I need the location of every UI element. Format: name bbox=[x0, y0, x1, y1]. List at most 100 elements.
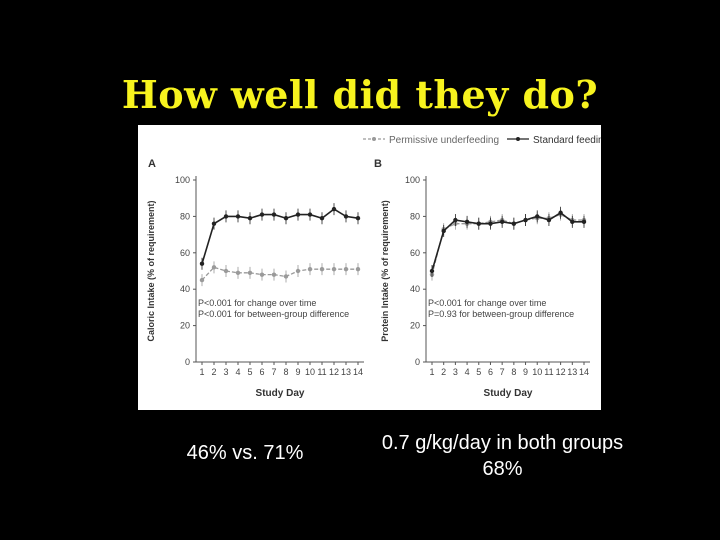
data-point bbox=[271, 212, 277, 217]
data-point bbox=[223, 268, 229, 274]
caption-protein: 0.7 g/kg/day in both groups 68% bbox=[345, 430, 660, 482]
y-tick-label: 0 bbox=[185, 357, 190, 367]
x-tick-label: 9 bbox=[523, 367, 528, 377]
data-point bbox=[307, 266, 313, 272]
annotation-time: P<0.001 for change over time bbox=[428, 298, 546, 308]
data-point bbox=[355, 266, 361, 272]
x-tick-label: 14 bbox=[579, 367, 589, 377]
x-tick-label: 1 bbox=[199, 367, 204, 377]
x-tick-label: 3 bbox=[453, 367, 458, 377]
data-point bbox=[453, 217, 458, 223]
data-point bbox=[199, 277, 205, 283]
chart-svg: Permissive underfeeding Standard feeding… bbox=[146, 135, 601, 399]
panel-label: A bbox=[148, 158, 156, 170]
x-tick-label: 10 bbox=[532, 367, 542, 377]
annotation-group: P<0.001 for between-group difference bbox=[198, 309, 349, 319]
y-tick-label: 100 bbox=[175, 175, 190, 185]
x-tick-label: 12 bbox=[556, 367, 566, 377]
data-point bbox=[259, 212, 265, 217]
x-tick-label: 2 bbox=[211, 367, 216, 377]
data-point bbox=[535, 214, 540, 219]
data-point bbox=[319, 266, 325, 272]
caption-protein-line1: 0.7 g/kg/day in both groups bbox=[381, 432, 624, 454]
data-point bbox=[429, 268, 435, 274]
x-tick-label: 13 bbox=[341, 367, 351, 377]
data-point bbox=[223, 214, 229, 219]
caption-caloric: 46% vs. 71% bbox=[186, 442, 304, 464]
x-tick-label: 7 bbox=[500, 367, 505, 377]
data-point bbox=[307, 212, 313, 217]
data-point bbox=[558, 210, 563, 215]
data-point bbox=[343, 214, 349, 219]
x-tick-label: 6 bbox=[488, 367, 493, 377]
legend-permissive-label: Permissive underfeeding bbox=[389, 135, 499, 146]
data-point bbox=[247, 270, 253, 276]
x-tick-label: 11 bbox=[317, 367, 326, 377]
x-tick-label: 5 bbox=[247, 367, 252, 377]
x-tick-label: 8 bbox=[511, 367, 516, 377]
data-point bbox=[283, 274, 289, 279]
caption-protein-line2: 68% bbox=[482, 458, 523, 480]
annotation-group: P=0.93 for between-group difference bbox=[428, 309, 574, 319]
x-tick-label: 2 bbox=[441, 367, 446, 377]
data-point bbox=[271, 272, 277, 277]
data-point bbox=[331, 266, 337, 272]
x-axis-label: Study Day bbox=[256, 388, 305, 399]
y-tick-label: 100 bbox=[405, 175, 420, 185]
data-point bbox=[331, 206, 337, 212]
data-point bbox=[581, 219, 587, 225]
data-point bbox=[211, 265, 217, 270]
data-point bbox=[570, 219, 575, 225]
data-point bbox=[464, 219, 470, 225]
data-point bbox=[259, 272, 265, 277]
data-point bbox=[199, 261, 205, 266]
y-tick-label: 60 bbox=[180, 248, 190, 258]
x-tick-label: 12 bbox=[329, 367, 339, 377]
data-point bbox=[511, 221, 517, 226]
data-point bbox=[295, 268, 301, 274]
y-axis-label: Caloric Intake (% of requirement) bbox=[146, 200, 156, 341]
y-tick-label: 20 bbox=[180, 321, 190, 331]
x-tick-label: 11 bbox=[544, 367, 553, 377]
x-tick-label: 7 bbox=[271, 367, 276, 377]
x-tick-label: 4 bbox=[465, 367, 470, 377]
y-tick-label: 40 bbox=[180, 284, 190, 294]
data-point bbox=[441, 228, 446, 234]
figure-panel: Permissive underfeeding Standard feeding… bbox=[138, 125, 601, 410]
x-tick-label: 10 bbox=[305, 367, 315, 377]
data-point bbox=[523, 217, 528, 223]
data-point bbox=[295, 212, 301, 217]
legend-standard-label: Standard feeding bbox=[533, 135, 601, 146]
data-point bbox=[283, 216, 289, 221]
y-axis-label: Protein Intake (% of requirement) bbox=[380, 200, 390, 342]
data-point bbox=[343, 266, 349, 272]
x-tick-label: 5 bbox=[476, 367, 481, 377]
legend-permissive-marker bbox=[372, 137, 376, 141]
x-tick-label: 1 bbox=[429, 367, 434, 377]
y-tick-label: 0 bbox=[415, 357, 420, 367]
x-tick-label: 13 bbox=[567, 367, 577, 377]
data-point bbox=[247, 216, 253, 221]
data-point bbox=[235, 270, 241, 276]
legend-standard-marker bbox=[516, 137, 520, 141]
y-tick-label: 80 bbox=[180, 211, 190, 221]
data-point bbox=[211, 221, 217, 226]
y-tick-label: 80 bbox=[410, 211, 420, 221]
x-tick-label: 14 bbox=[353, 367, 363, 377]
annotation-time: P<0.001 for change over time bbox=[198, 298, 316, 308]
data-point bbox=[235, 214, 241, 219]
x-tick-label: 8 bbox=[283, 367, 288, 377]
data-point bbox=[476, 221, 481, 226]
x-tick-label: 3 bbox=[223, 367, 228, 377]
data-point bbox=[499, 219, 505, 225]
slide-title: How well did they do? bbox=[121, 72, 599, 117]
x-tick-label: 6 bbox=[259, 367, 264, 377]
y-tick-label: 20 bbox=[410, 321, 420, 331]
y-tick-label: 60 bbox=[410, 248, 420, 258]
x-tick-label: 4 bbox=[235, 367, 240, 377]
data-point bbox=[546, 217, 552, 223]
panel-label: B bbox=[374, 158, 382, 170]
y-tick-label: 40 bbox=[410, 284, 420, 294]
data-point bbox=[319, 216, 325, 221]
x-tick-label: 9 bbox=[295, 367, 300, 377]
